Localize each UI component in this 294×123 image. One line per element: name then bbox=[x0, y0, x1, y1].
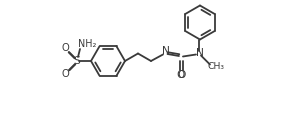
Text: NH₂: NH₂ bbox=[78, 39, 96, 49]
Text: S: S bbox=[74, 56, 81, 66]
Text: O: O bbox=[61, 69, 69, 79]
Text: O: O bbox=[177, 69, 185, 79]
Text: N: N bbox=[162, 46, 170, 56]
Text: N: N bbox=[196, 47, 204, 57]
Text: O: O bbox=[177, 70, 186, 80]
Text: O: O bbox=[61, 43, 69, 53]
Text: CH₃: CH₃ bbox=[208, 62, 225, 71]
